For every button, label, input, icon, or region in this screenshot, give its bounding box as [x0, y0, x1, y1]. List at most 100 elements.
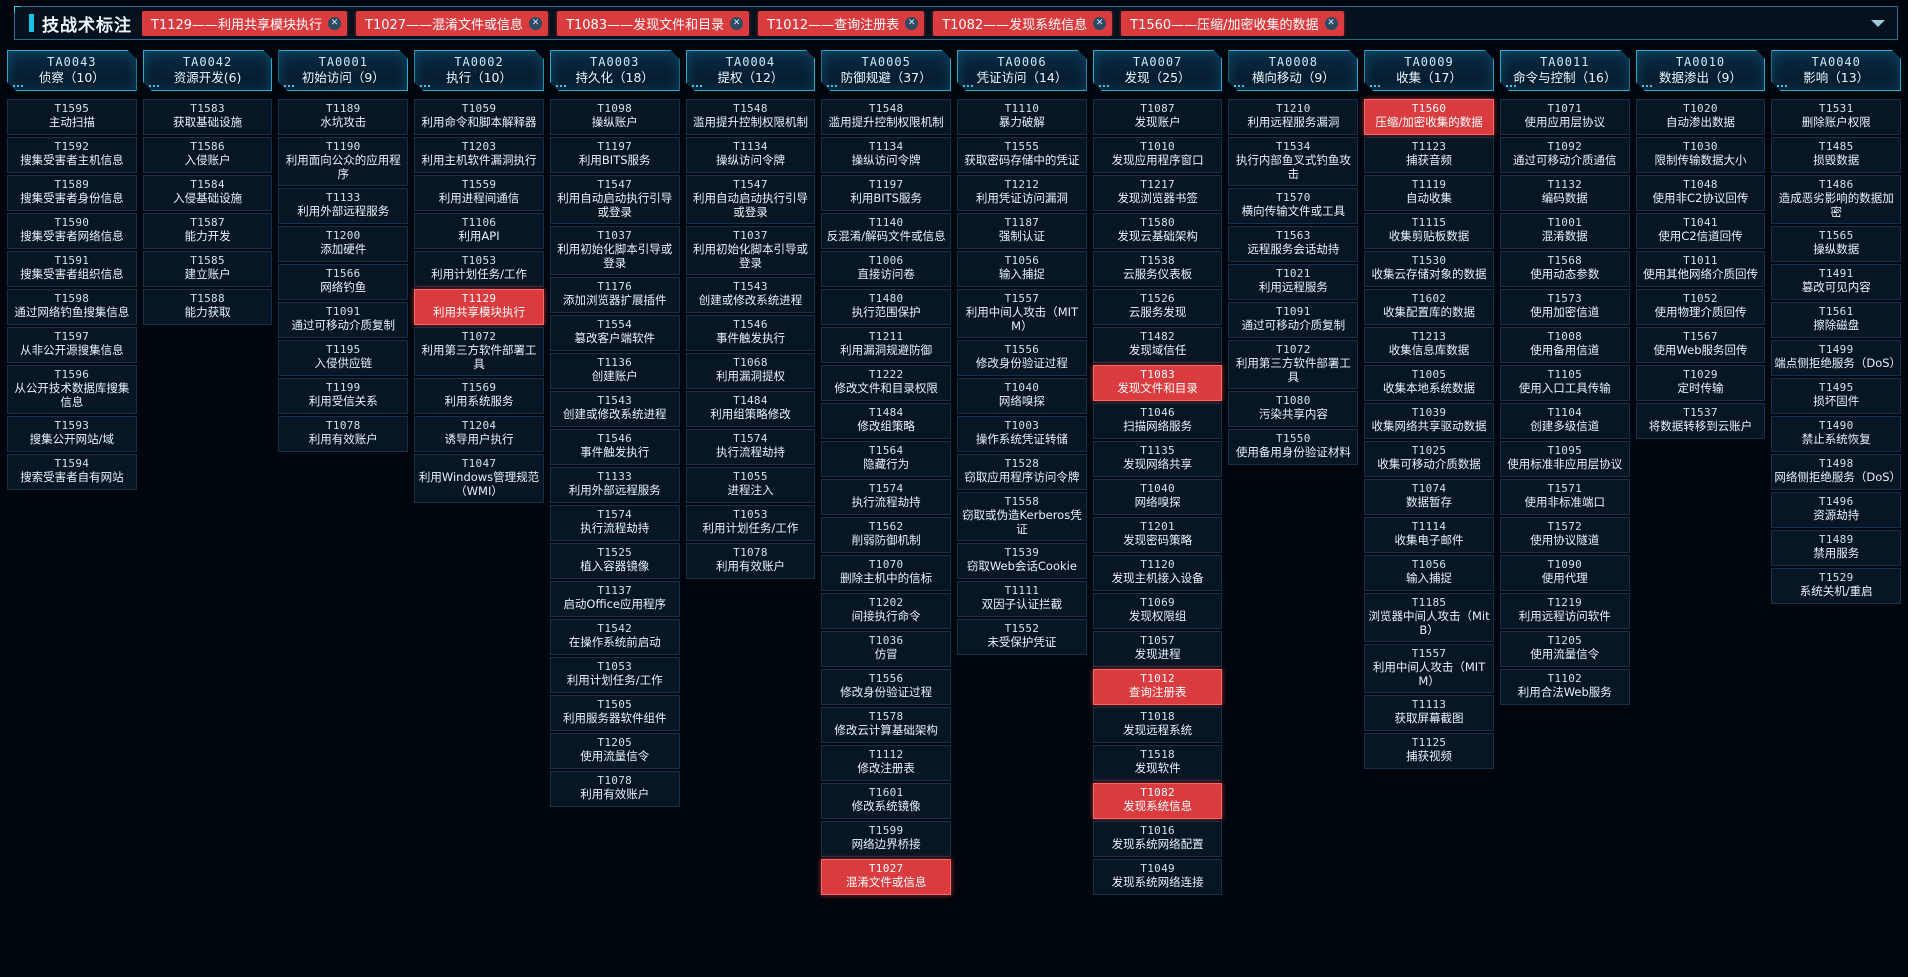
technique-cell[interactable]: T1563 远程服务会话劫持 [1228, 226, 1359, 263]
technique-cell[interactable]: T1106 利用API [414, 213, 544, 249]
technique-cell[interactable]: T1583 获取基础设施 [142, 99, 273, 135]
technique-cell[interactable]: T1072 利用第三方软件部署工具 [414, 327, 544, 377]
technique-cell[interactable]: T1135 发现网络共享 [1092, 441, 1223, 477]
technique-cell[interactable]: T1499 端点侧拒绝服务（DoS） [1771, 340, 1902, 377]
technique-cell[interactable]: T1602 收集配置库的数据 [1364, 289, 1494, 325]
technique-cell[interactable]: T1068 利用漏洞提权 [685, 353, 816, 390]
technique-cell[interactable]: T1074 数据暂存 [1364, 479, 1494, 515]
technique-cell[interactable]: T1550 使用备用身份验证材料 [1228, 429, 1359, 466]
technique-cell[interactable]: T1016 发现系统网络配置 [1092, 821, 1223, 857]
technique-cell[interactable]: T1210 利用远程服务漏洞 [1228, 99, 1359, 135]
technique-cell[interactable]: T1140 反混淆/解码文件或信息 [821, 213, 952, 249]
technique-cell[interactable]: T1530 收集云存储对象的数据 [1364, 251, 1494, 287]
technique-cell[interactable]: T1078 利用有效账户 [685, 543, 816, 580]
technique-cell[interactable]: T1048 使用非C2协议回传 [1635, 175, 1766, 211]
technique-cell[interactable]: T1528 窃取应用程序访问令牌 [957, 454, 1087, 491]
technique-cell-selected[interactable]: T1083 发现文件和目录 [1092, 365, 1223, 401]
technique-cell[interactable]: T1531 删除账户权限 [1771, 99, 1902, 135]
technique-cell[interactable]: T1594 搜索受害者自有网站 [7, 454, 137, 491]
technique-cell[interactable]: T1197 利用BITS服务 [821, 175, 952, 211]
technique-cell[interactable]: T1195 入侵供应链 [278, 340, 409, 377]
technique-cell[interactable]: T1091 通过可移动介质复制 [278, 302, 409, 339]
tactic-header-ta0004[interactable]: TA0004 提权（12） [686, 50, 816, 91]
tactic-header-ta0042[interactable]: TA0042 资源开发(6) [143, 50, 273, 91]
technique-cell[interactable]: T1222 修改文件和目录权限 [821, 365, 952, 401]
technique-cell[interactable]: T1190 利用面向公众的应用程序 [278, 137, 409, 187]
tactic-header-ta0005[interactable]: TA0005 防御规避（37） [821, 50, 951, 91]
technique-cell[interactable]: T1197 利用BITS服务 [549, 137, 680, 173]
technique-cell[interactable]: T1597 从非公开源搜集信息 [7, 327, 137, 363]
technique-tag[interactable]: T1012——查询注册表 ✕ [758, 10, 925, 36]
technique-cell[interactable]: T1529 系统关机/重启 [1771, 568, 1902, 605]
technique-cell[interactable]: T1110 暴力破解 [957, 99, 1087, 135]
technique-cell[interactable]: T1589 搜集受害者身份信息 [7, 175, 137, 211]
technique-cell[interactable]: T1119 自动收集 [1364, 175, 1494, 211]
close-icon[interactable]: ✕ [905, 16, 919, 30]
technique-cell[interactable]: T1021 利用远程服务 [1228, 264, 1359, 301]
technique-cell[interactable]: T1199 利用受信关系 [278, 378, 409, 415]
chevron-down-icon[interactable] [1871, 19, 1885, 27]
technique-cell[interactable]: T1543 创建或修改系统进程 [685, 277, 816, 314]
technique-cell[interactable]: T1098 操纵账户 [549, 99, 680, 135]
technique-cell[interactable]: T1046 扫描网络服务 [1092, 403, 1223, 439]
technique-cell[interactable]: T1572 使用协议隧道 [1499, 517, 1630, 553]
technique-cell[interactable]: T1055 进程注入 [685, 467, 816, 504]
technique-cell[interactable]: T1211 利用漏洞规避防御 [821, 327, 952, 363]
technique-cell[interactable]: T1569 利用系统服务 [414, 378, 544, 415]
technique-cell[interactable]: T1056 输入捕捉 [957, 251, 1087, 287]
technique-cell[interactable]: T1059 利用命令和脚本解释器 [414, 99, 544, 135]
technique-cell[interactable]: T1599 网络边界桥接 [821, 821, 952, 857]
technique-cell[interactable]: T1187 强制认证 [957, 213, 1087, 249]
technique-cell[interactable]: T1556 修改身份验证过程 [957, 340, 1087, 377]
technique-cell[interactable]: T1114 收集电子邮件 [1364, 517, 1494, 553]
technique-cell[interactable]: T1574 执行流程劫持 [685, 429, 816, 466]
technique-cell[interactable]: T1205 使用流量信令 [1499, 631, 1630, 667]
technique-cell[interactable]: T1037 利用初始化脚本引导或登录 [685, 226, 816, 276]
technique-cell[interactable]: T1091 通过可移动介质复制 [1228, 302, 1359, 339]
technique-cell[interactable]: T1049 发现系统网络连接 [1092, 859, 1223, 895]
technique-cell[interactable]: T1584 入侵基础设施 [142, 175, 273, 211]
technique-cell[interactable]: T1568 使用动态参数 [1499, 251, 1630, 287]
tactic-header-ta0002[interactable]: TA0002 执行（10） [414, 50, 544, 91]
technique-cell[interactable]: T1557 利用中间人攻击（MITM） [957, 289, 1087, 339]
technique-cell[interactable]: T1534 执行内部鱼叉式钓鱼攻击 [1228, 137, 1359, 187]
technique-cell[interactable]: T1078 利用有效账户 [278, 416, 409, 453]
technique-cell[interactable]: T1200 添加硬件 [278, 226, 409, 263]
technique-cell[interactable]: T1561 擦除磁盘 [1771, 302, 1902, 339]
technique-cell[interactable]: T1498 网络侧拒绝服务（DoS） [1771, 454, 1902, 491]
technique-cell[interactable]: T1056 输入捕捉 [1364, 555, 1494, 591]
technique-cell[interactable]: T1580 发现云基础架构 [1092, 213, 1223, 249]
technique-cell[interactable]: T1070 删除主机中的信标 [821, 555, 952, 591]
technique-cell[interactable]: T1047 利用Windows管理规范（WMI） [414, 454, 544, 504]
technique-cell[interactable]: T1069 发现权限组 [1092, 593, 1223, 629]
technique-cell[interactable]: T1125 捕获视频 [1364, 733, 1494, 770]
technique-cell[interactable]: T1040 网络嗅探 [957, 378, 1087, 415]
technique-cell[interactable]: T1095 使用标准非应用层协议 [1499, 441, 1630, 477]
technique-cell[interactable]: T1526 云服务发现 [1092, 289, 1223, 325]
tactic-header-ta0001[interactable]: TA0001 初始访问（9） [278, 50, 408, 91]
technique-cell[interactable]: T1595 主动扫描 [7, 99, 137, 135]
technique-cell[interactable]: T1485 损毁数据 [1771, 137, 1902, 173]
technique-cell[interactable]: T1115 收集剪贴板数据 [1364, 213, 1494, 249]
technique-cell[interactable]: T1113 获取屏幕截图 [1364, 695, 1494, 732]
technique-cell[interactable]: T1552 未受保护凭证 [957, 619, 1087, 656]
technique-cell[interactable]: T1484 修改组策略 [821, 403, 952, 439]
tactic-header-ta0010[interactable]: TA0010 数据渗出（9） [1636, 50, 1766, 91]
technique-cell[interactable]: T1029 定时传输 [1635, 365, 1766, 401]
technique-cell[interactable]: T1548 滥用提升控制权限机制 [685, 99, 816, 135]
technique-cell[interactable]: T1484 利用组策略修改 [685, 391, 816, 428]
technique-cell[interactable]: T1120 发现主机接入设备 [1092, 555, 1223, 591]
technique-cell[interactable]: T1036 仿冒 [821, 631, 952, 667]
technique-cell-selected[interactable]: T1560 压缩/加密收集的数据 [1364, 99, 1494, 135]
technique-cell[interactable]: T1525 植入容器镜像 [549, 543, 680, 580]
technique-cell[interactable]: T1542 在操作系统前启动 [549, 619, 680, 656]
technique-cell[interactable]: T1578 修改云计算基础架构 [821, 707, 952, 743]
technique-cell[interactable]: T1202 间接执行命令 [821, 593, 952, 629]
technique-cell[interactable]: T1136 创建账户 [549, 353, 680, 390]
technique-cell[interactable]: T1574 执行流程劫持 [549, 505, 680, 542]
technique-cell[interactable]: T1217 发现浏览器书签 [1092, 175, 1223, 211]
technique-cell[interactable]: T1185 浏览器中间人攻击（MitB） [1364, 593, 1494, 643]
technique-cell[interactable]: T1518 发现软件 [1092, 745, 1223, 781]
close-icon[interactable]: ✕ [529, 16, 543, 30]
technique-cell[interactable]: T1598 通过网络钓鱼搜集信息 [7, 289, 137, 325]
